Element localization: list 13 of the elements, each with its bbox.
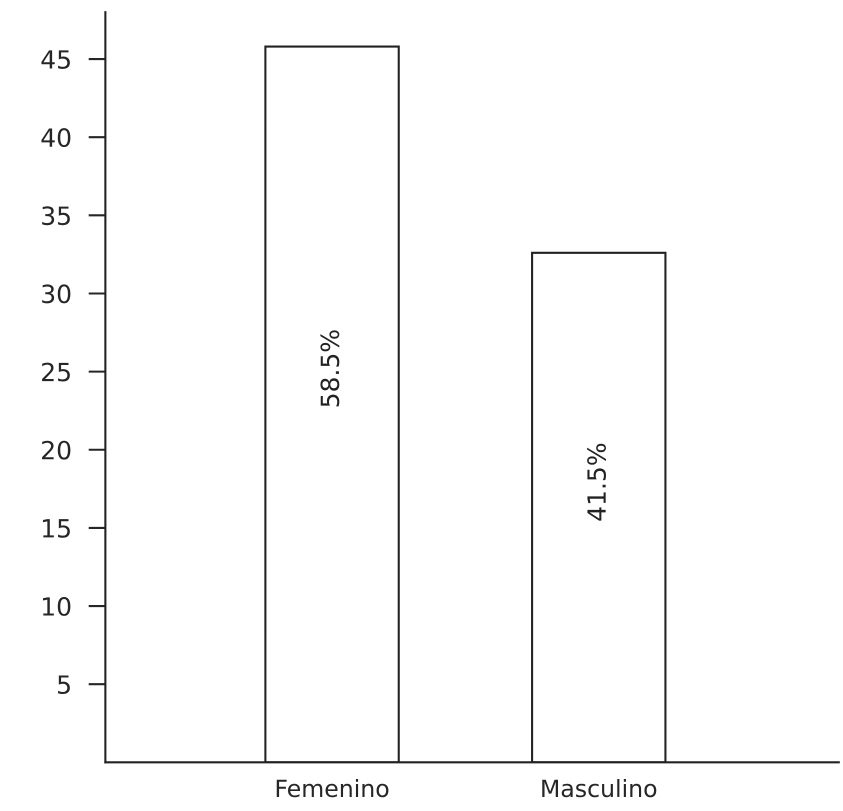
y-tick-label: 5 [58, 675, 70, 694]
annotation: 41.5% [587, 444, 606, 521]
y-tick-label: 25 [42, 362, 70, 382]
y-tick-label: 40 [41, 128, 70, 148]
annotation: 58.5% [320, 330, 340, 406]
y-tick-label: 20 [42, 440, 70, 460]
y-tick-label: 15 [42, 519, 70, 538]
y-tick-label: 30 [42, 284, 70, 304]
x-tick-label: Femenino [276, 779, 388, 798]
y-tick-label: 35 [42, 206, 70, 226]
y-tick-label: 10 [42, 596, 70, 616]
y-tick-label: 45 [41, 50, 70, 69]
x-tick-label: Masculino [542, 779, 656, 798]
